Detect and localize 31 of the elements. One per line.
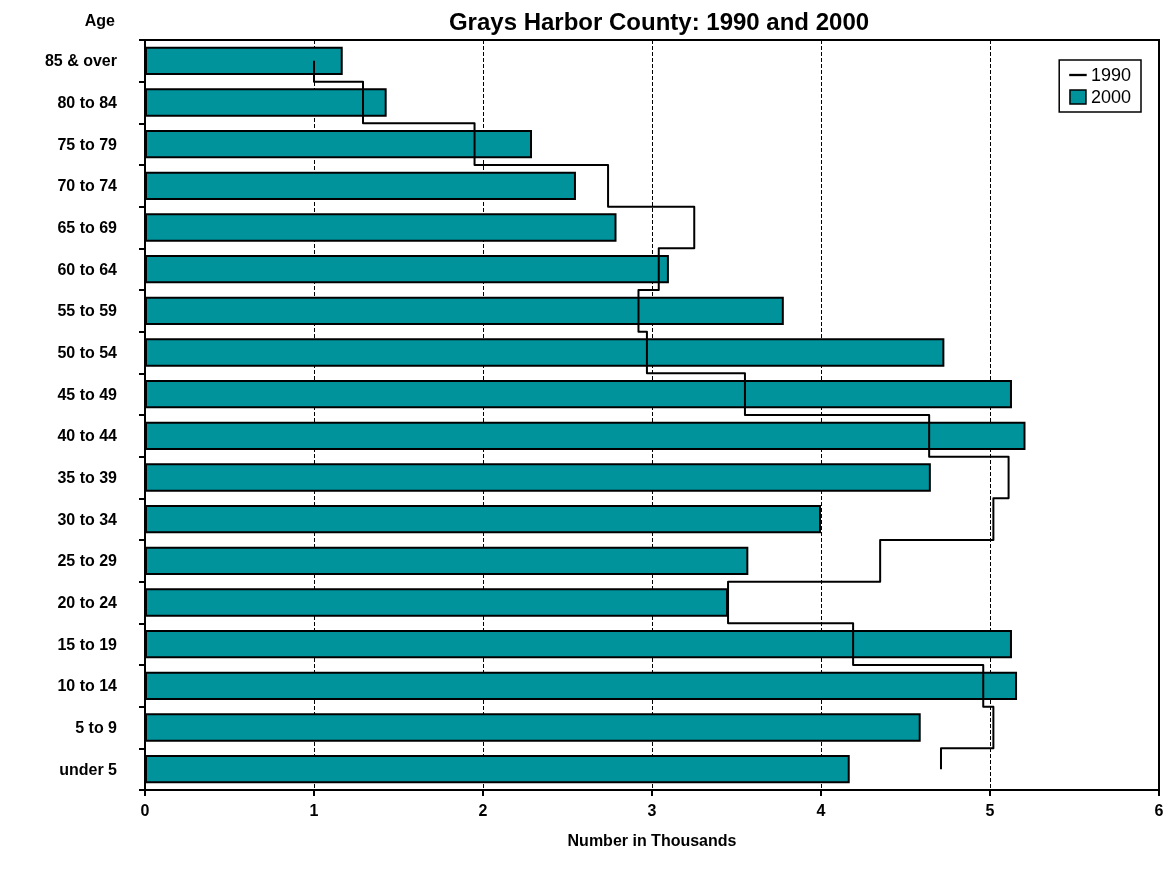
y-tick-label: 5 to 9 bbox=[75, 719, 118, 736]
y-tick-label: 15 to 19 bbox=[57, 635, 118, 653]
y-tick-label: 30 to 34 bbox=[57, 510, 118, 528]
y-tick-label: 65 to 69 bbox=[57, 219, 118, 236]
legend-label: 1990 bbox=[1090, 65, 1131, 85]
y-tick-label: 20 to 24 bbox=[57, 594, 118, 611]
y-tick-label: 25 to 29 bbox=[57, 552, 118, 570]
y-tick-label: 45 to 49 bbox=[57, 385, 118, 403]
y-tick-label: under 5 bbox=[59, 760, 118, 778]
chart-title: Grays Harbor County: 1990 and 2000 bbox=[448, 7, 870, 35]
y-tick-label: 85 & over bbox=[44, 52, 117, 70]
y-tick-label: 60 to 64 bbox=[57, 260, 118, 278]
y-tick-label: 50 to 54 bbox=[57, 344, 118, 361]
x-tick-label: 5 bbox=[985, 801, 995, 819]
bar bbox=[145, 171, 576, 200]
x-tick-label: 4 bbox=[816, 801, 826, 819]
y-tick-label: 40 to 44 bbox=[57, 427, 118, 445]
x-tick-label: 1 bbox=[309, 801, 319, 819]
y-tick-label: 55 to 59 bbox=[57, 302, 118, 320]
y-tick-label: 70 to 74 bbox=[57, 177, 118, 195]
y-axis-title: Age bbox=[84, 11, 116, 29]
x-tick-label: 6 bbox=[1154, 801, 1164, 819]
y-tick-label: 75 to 79 bbox=[57, 135, 118, 153]
legend-label: 2000 bbox=[1090, 87, 1131, 107]
x-tick-label: 3 bbox=[647, 801, 657, 819]
y-tick-label: 10 to 14 bbox=[57, 677, 118, 695]
x-tick-label: 0 bbox=[140, 801, 150, 819]
x-tick-label: 2 bbox=[478, 801, 488, 819]
x-axis-title: Number in Thousands bbox=[567, 831, 737, 849]
y-tick-label: 80 to 84 bbox=[57, 94, 118, 111]
y-tick-label: 35 to 39 bbox=[57, 469, 118, 486]
